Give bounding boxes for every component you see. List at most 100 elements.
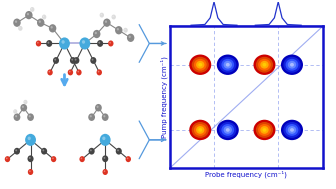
- Circle shape: [50, 26, 53, 29]
- Circle shape: [20, 104, 27, 112]
- Circle shape: [92, 59, 93, 61]
- Circle shape: [100, 134, 111, 146]
- Circle shape: [76, 69, 82, 75]
- Circle shape: [41, 148, 47, 155]
- Circle shape: [104, 170, 106, 172]
- Circle shape: [217, 55, 239, 75]
- Circle shape: [96, 69, 102, 75]
- Circle shape: [290, 63, 294, 67]
- Circle shape: [82, 40, 85, 44]
- Circle shape: [13, 19, 21, 27]
- Circle shape: [219, 122, 236, 138]
- Circle shape: [102, 136, 106, 140]
- Circle shape: [286, 59, 298, 71]
- Circle shape: [15, 149, 17, 151]
- Circle shape: [129, 36, 131, 38]
- Circle shape: [90, 149, 92, 151]
- Circle shape: [95, 104, 102, 112]
- Circle shape: [123, 28, 128, 33]
- Circle shape: [288, 126, 296, 134]
- Circle shape: [98, 71, 99, 73]
- Circle shape: [68, 69, 73, 75]
- Circle shape: [42, 15, 46, 19]
- Circle shape: [283, 57, 301, 73]
- Circle shape: [75, 59, 77, 61]
- Circle shape: [127, 34, 134, 42]
- Circle shape: [109, 42, 111, 44]
- Circle shape: [54, 59, 56, 61]
- Circle shape: [253, 120, 276, 140]
- Circle shape: [73, 57, 79, 64]
- Circle shape: [25, 11, 33, 19]
- Circle shape: [258, 59, 271, 71]
- Circle shape: [115, 26, 123, 34]
- Circle shape: [15, 115, 17, 117]
- Circle shape: [24, 101, 26, 102]
- Circle shape: [256, 122, 273, 138]
- Circle shape: [31, 8, 32, 10]
- Circle shape: [192, 122, 209, 138]
- Circle shape: [37, 19, 44, 27]
- Circle shape: [53, 57, 59, 64]
- Circle shape: [90, 57, 96, 64]
- Circle shape: [42, 149, 44, 151]
- Circle shape: [59, 37, 70, 50]
- Circle shape: [29, 115, 31, 117]
- Circle shape: [223, 61, 232, 69]
- Circle shape: [102, 155, 108, 162]
- Circle shape: [219, 57, 236, 73]
- Circle shape: [262, 128, 266, 132]
- Circle shape: [5, 156, 10, 162]
- Circle shape: [81, 157, 82, 159]
- Circle shape: [221, 59, 234, 71]
- Circle shape: [6, 157, 8, 159]
- Circle shape: [258, 124, 271, 136]
- Circle shape: [117, 28, 119, 30]
- Circle shape: [13, 113, 20, 121]
- Circle shape: [29, 170, 31, 172]
- Circle shape: [25, 134, 36, 146]
- Circle shape: [260, 61, 269, 69]
- Circle shape: [117, 149, 119, 151]
- Circle shape: [98, 42, 100, 44]
- Circle shape: [260, 126, 269, 134]
- Circle shape: [100, 14, 102, 15]
- Circle shape: [103, 115, 106, 117]
- Circle shape: [22, 106, 24, 108]
- Circle shape: [14, 148, 20, 155]
- Circle shape: [13, 109, 17, 114]
- Circle shape: [194, 124, 207, 136]
- Circle shape: [217, 120, 239, 140]
- Circle shape: [93, 30, 100, 38]
- Circle shape: [37, 42, 39, 44]
- Circle shape: [27, 13, 29, 15]
- Circle shape: [221, 124, 234, 136]
- Circle shape: [89, 148, 95, 155]
- Circle shape: [96, 106, 98, 108]
- Circle shape: [49, 71, 50, 73]
- Circle shape: [226, 63, 230, 67]
- Circle shape: [29, 157, 31, 159]
- Circle shape: [95, 32, 97, 34]
- Circle shape: [97, 40, 103, 47]
- Circle shape: [69, 71, 71, 73]
- Y-axis label: Pump frequency (cm⁻¹): Pump frequency (cm⁻¹): [160, 56, 168, 138]
- Circle shape: [52, 157, 54, 159]
- Circle shape: [18, 26, 23, 31]
- Circle shape: [281, 120, 303, 140]
- Circle shape: [113, 16, 114, 17]
- Circle shape: [198, 63, 202, 67]
- Circle shape: [256, 57, 273, 73]
- Circle shape: [281, 55, 303, 75]
- Circle shape: [27, 113, 34, 121]
- Circle shape: [19, 27, 20, 29]
- Circle shape: [103, 19, 111, 27]
- Circle shape: [46, 40, 52, 47]
- Circle shape: [28, 169, 33, 175]
- Circle shape: [223, 126, 232, 134]
- Circle shape: [198, 128, 202, 132]
- Circle shape: [79, 37, 90, 50]
- Circle shape: [71, 59, 73, 61]
- Circle shape: [49, 24, 56, 33]
- Circle shape: [70, 57, 76, 64]
